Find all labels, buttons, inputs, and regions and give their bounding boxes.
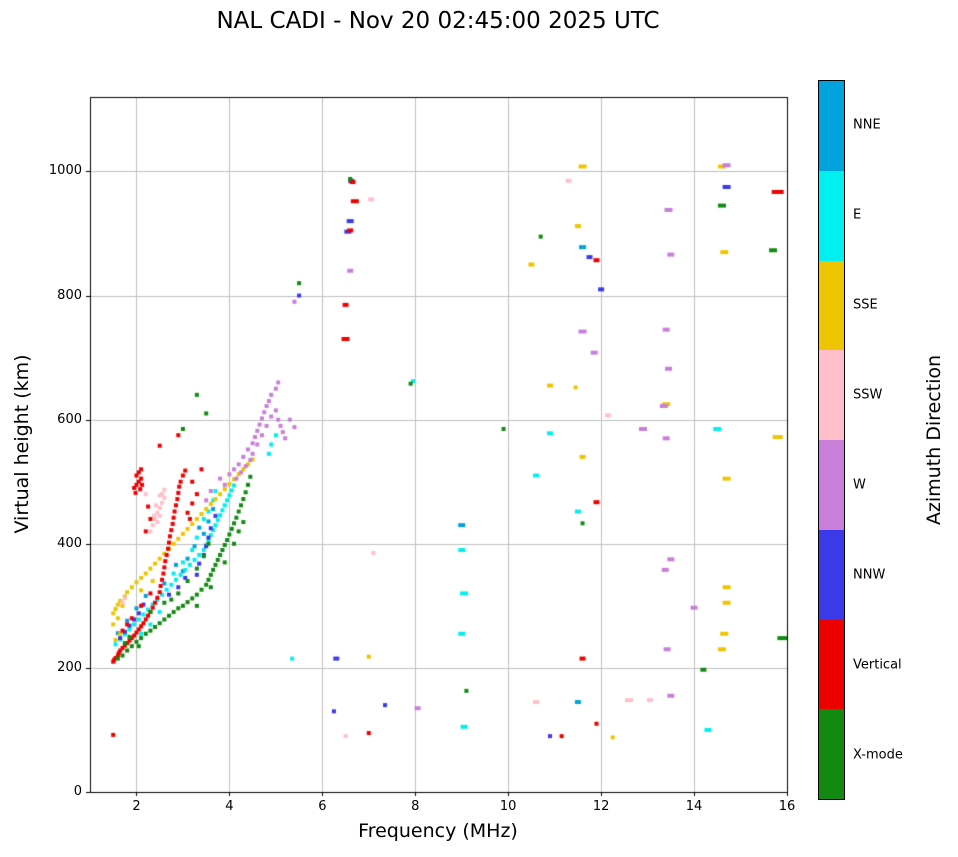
colorbar-axis-label: Azimuth Direction: [923, 354, 945, 526]
colorbar-segment-label-nnw: NNW: [853, 567, 886, 583]
x-tick-label-12: 12: [592, 799, 610, 814]
x-tick-label-8: 8: [411, 799, 420, 814]
colorbar-segment-w: [819, 440, 844, 530]
colorbar-segment-nnw: [819, 529, 844, 620]
colorbar-segment-label-vertical: Vertical: [853, 657, 902, 673]
y-tick-label-800: 800: [57, 287, 82, 303]
y-axis-label: Virtual height (km): [11, 354, 33, 534]
x-tick-label-16: 16: [778, 799, 796, 814]
colorbar-segment-label-nne: NNE: [853, 117, 881, 133]
colorbar-segment-vertical: [819, 619, 844, 710]
colorbar-segment-label-x-mode: X-mode: [853, 747, 903, 763]
y-tick-label-0: 0: [73, 784, 82, 799]
colorbar-segment-e: [819, 170, 844, 261]
x-tick-label-4: 4: [225, 799, 234, 814]
colorbar-segment-nne: [819, 81, 844, 171]
colorbar-segment-sse: [819, 260, 844, 351]
x-tick-label-14: 14: [685, 799, 703, 814]
x-tick-label-6: 6: [318, 799, 327, 814]
x-tick-label-10: 10: [499, 799, 517, 814]
chart-title: NAL CADI - Nov 20 02:45:00 2025 UTC: [216, 8, 660, 34]
colorbar-segment-label-e: E: [853, 207, 862, 223]
azimuth-colorbar: [818, 80, 845, 800]
y-tick-label-400: 400: [57, 535, 82, 551]
colorbar-segment-ssw: [819, 350, 844, 440]
colorbar-segment-label-ssw: SSW: [853, 387, 883, 403]
y-tick-label-600: 600: [57, 411, 82, 427]
colorbar-segment-label-sse: SSE: [853, 297, 878, 313]
y-tick-label-200: 200: [57, 659, 82, 675]
x-tick-label-2: 2: [132, 799, 141, 814]
x-axis-label: Frequency (MHz): [358, 820, 518, 842]
y-tick-label-1000: 1000: [48, 163, 82, 179]
colorbar-segment-x-mode: [819, 709, 844, 799]
colorbar-segment-label-w: W: [853, 477, 866, 493]
